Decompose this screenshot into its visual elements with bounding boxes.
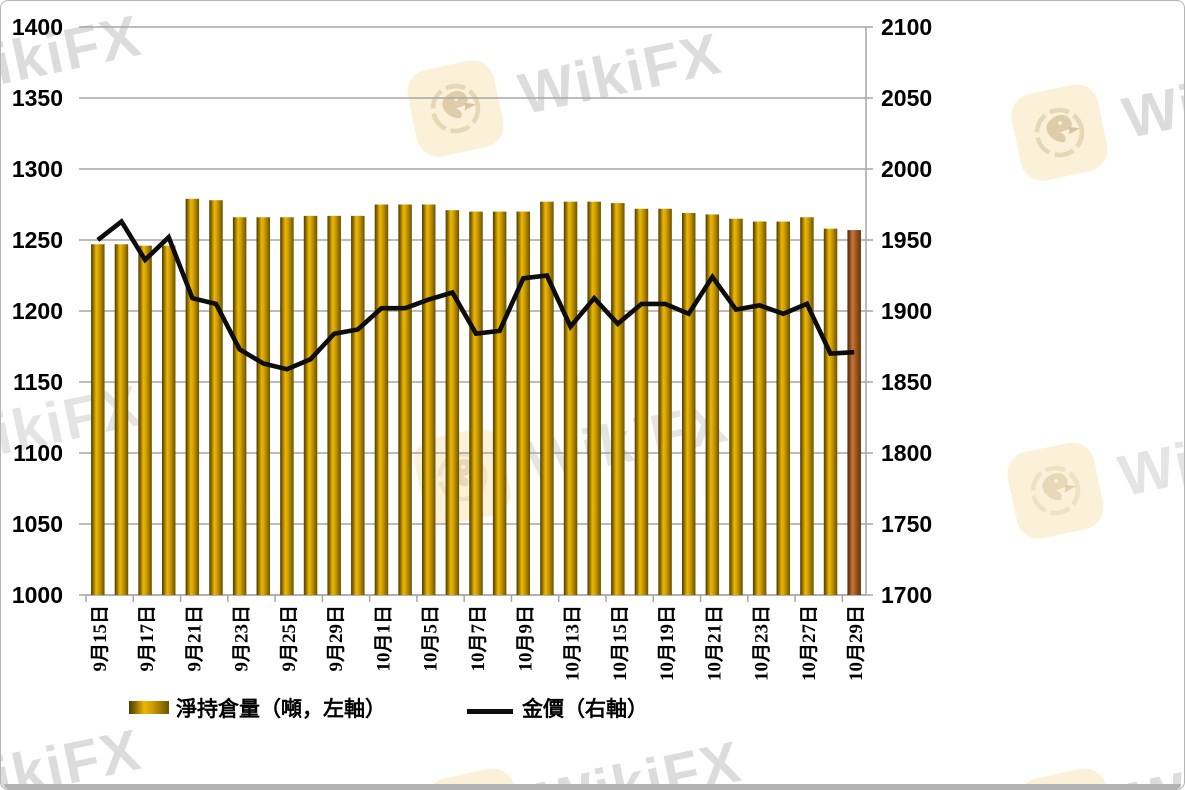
holdings-bars bbox=[91, 198, 861, 596]
right-axis-labels: 2100 2050 2000 1950 1900 1850 1800 1750 1700 bbox=[881, 14, 932, 608]
bar bbox=[421, 204, 436, 595]
left-axis-labels: 1400 1350 1300 1250 1200 1150 1100 1050 1000 bbox=[12, 14, 63, 608]
svg-text:9月23日: 9月23日 bbox=[232, 605, 253, 672]
svg-text:10月9日: 10月9日 bbox=[515, 605, 536, 672]
svg-text:1100: 1100 bbox=[13, 440, 63, 466]
legend-label-holdings: 淨持倉量（噸，左軸） bbox=[176, 697, 386, 721]
bar bbox=[752, 221, 767, 596]
bar bbox=[351, 215, 365, 596]
horizontal-scrollbar[interactable] bbox=[4, 784, 1181, 789]
bar bbox=[729, 218, 743, 595]
svg-text:10月15日: 10月15日 bbox=[610, 605, 631, 681]
bar bbox=[587, 201, 601, 595]
svg-text:2100: 2100 bbox=[881, 14, 932, 40]
svg-text:2050: 2050 bbox=[881, 85, 932, 111]
svg-text:9月29日: 9月29日 bbox=[326, 605, 347, 672]
legend-line-swatch bbox=[467, 709, 513, 714]
svg-text:10月13日: 10月13日 bbox=[563, 605, 584, 681]
bar bbox=[445, 210, 460, 595]
bar bbox=[185, 198, 200, 595]
bar bbox=[327, 215, 341, 596]
bar bbox=[681, 213, 696, 595]
bar bbox=[303, 215, 318, 596]
bar-highlighted bbox=[847, 230, 861, 595]
svg-text:10月7日: 10月7日 bbox=[468, 605, 489, 672]
svg-text:10月21日: 10月21日 bbox=[704, 605, 725, 681]
svg-text:10月5日: 10月5日 bbox=[421, 605, 442, 672]
bar bbox=[611, 203, 625, 595]
bar bbox=[492, 211, 507, 595]
bar bbox=[209, 200, 223, 596]
svg-text:9月15日: 9月15日 bbox=[90, 605, 111, 672]
bar bbox=[138, 245, 152, 595]
bar bbox=[161, 245, 176, 595]
svg-text:9月17日: 9月17日 bbox=[137, 605, 158, 672]
svg-text:9月25日: 9月25日 bbox=[279, 605, 300, 672]
svg-text:1300: 1300 bbox=[12, 156, 63, 182]
bar bbox=[256, 217, 271, 595]
bar bbox=[563, 201, 578, 595]
bar bbox=[516, 211, 531, 595]
bar bbox=[800, 217, 814, 595]
svg-text:10月23日: 10月23日 bbox=[752, 605, 773, 681]
svg-text:10月29日: 10月29日 bbox=[846, 605, 867, 681]
svg-text:10月1日: 10月1日 bbox=[373, 605, 394, 672]
bar bbox=[374, 204, 389, 595]
svg-text:1000: 1000 bbox=[12, 582, 63, 608]
bar bbox=[91, 244, 105, 595]
legend-bar-swatch bbox=[129, 701, 169, 714]
bar bbox=[232, 217, 247, 595]
svg-text:1950: 1950 bbox=[881, 227, 932, 253]
bar bbox=[634, 208, 649, 595]
svg-text:1050: 1050 bbox=[12, 511, 63, 537]
svg-text:1250: 1250 bbox=[12, 227, 63, 253]
bar bbox=[469, 211, 483, 595]
svg-text:1800: 1800 bbox=[881, 440, 932, 466]
svg-text:1400: 1400 bbox=[12, 14, 63, 40]
gold-price-line bbox=[96, 218, 855, 372]
svg-text:1750: 1750 bbox=[881, 511, 932, 537]
svg-text:1350: 1350 bbox=[12, 85, 63, 111]
svg-text:1200: 1200 bbox=[12, 298, 63, 324]
bar bbox=[114, 244, 129, 595]
bar bbox=[540, 201, 554, 595]
bar bbox=[823, 228, 838, 595]
svg-text:9月21日: 9月21日 bbox=[184, 605, 205, 672]
svg-text:2000: 2000 bbox=[881, 156, 932, 182]
svg-text:1150: 1150 bbox=[13, 369, 63, 395]
bar bbox=[776, 221, 791, 596]
bar bbox=[280, 217, 294, 595]
bar bbox=[658, 208, 672, 595]
bar bbox=[398, 204, 412, 595]
bar bbox=[705, 214, 720, 595]
legend-label-gold-price: 金價（右軸） bbox=[522, 697, 648, 721]
svg-text:1850: 1850 bbox=[881, 369, 932, 395]
svg-text:10月19日: 10月19日 bbox=[657, 605, 678, 681]
svg-text:10月27日: 10月27日 bbox=[799, 605, 820, 681]
x-axis-labels: 9月15日 9月17日 9月21日 9月23日 9月25日 9月29日 10月1日 10月5日… bbox=[90, 605, 867, 681]
svg-text:1900: 1900 bbox=[881, 298, 932, 324]
svg-text:1700: 1700 bbox=[881, 582, 932, 608]
